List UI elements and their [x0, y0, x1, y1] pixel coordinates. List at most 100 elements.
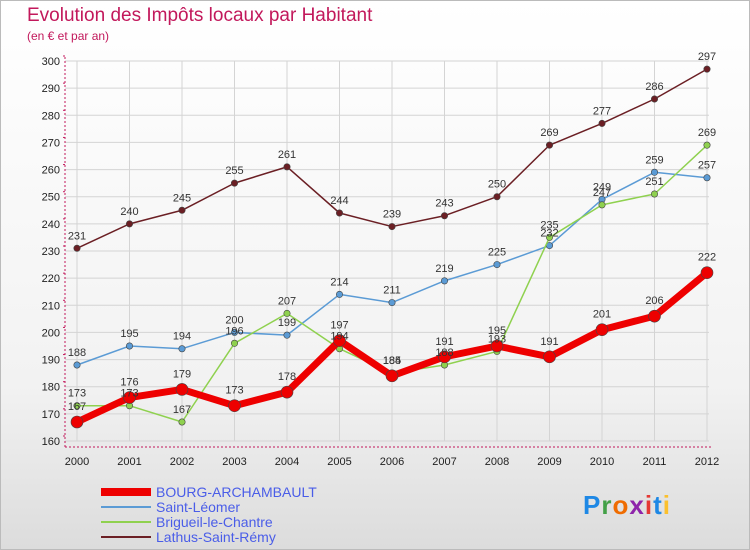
data-label: 179 — [173, 368, 191, 380]
data-point — [335, 290, 343, 298]
data-label: 176 — [120, 377, 138, 389]
data-label: 269 — [698, 127, 716, 139]
data-label: 250 — [488, 179, 506, 191]
x-tick-label: 2001 — [117, 456, 141, 468]
legend-swatch — [101, 488, 151, 496]
data-label: 188 — [435, 347, 453, 359]
data-point — [178, 345, 186, 353]
x-tick-label: 2011 — [643, 456, 667, 468]
x-tick-label: 2003 — [222, 456, 246, 468]
data-label: 195 — [488, 325, 506, 337]
data-label: 232 — [540, 228, 558, 240]
data-point — [73, 244, 81, 252]
data-label: 178 — [278, 371, 296, 383]
data-label: 235 — [540, 219, 558, 231]
data-point — [283, 331, 291, 339]
data-label: 197 — [330, 320, 348, 332]
x-tick-label: 2012 — [695, 456, 719, 468]
data-point — [650, 95, 658, 103]
data-label: 167 — [173, 404, 191, 416]
data-point — [388, 299, 396, 307]
legend-label: Brigueil-le-Chantre — [156, 514, 273, 530]
data-label: 222 — [698, 252, 716, 264]
data-point — [703, 65, 711, 73]
x-tick-label: 2002 — [170, 456, 194, 468]
data-label: 184 — [383, 355, 401, 367]
legend-swatch — [101, 506, 151, 508]
data-label: 206 — [645, 295, 663, 307]
chart-title: Evolution des Impôts locaux par Habitant — [27, 5, 373, 26]
data-point — [440, 212, 448, 220]
x-tick-label: 2010 — [590, 456, 614, 468]
data-label: 211 — [383, 285, 401, 297]
data-point — [283, 309, 291, 317]
x-tick-label: 2008 — [485, 456, 509, 468]
axes: 160 170 180 190 200 210 220 230 240 250 260 270 280 2… — [42, 55, 719, 468]
x-tick-label: 2004 — [275, 456, 299, 468]
y-tick-label: 230 — [42, 246, 60, 258]
data-point — [493, 193, 501, 201]
data-point — [385, 369, 399, 383]
grid-lines — [65, 60, 709, 442]
data-label: 191 — [540, 336, 558, 348]
data-label: 196 — [225, 325, 243, 337]
data-point — [703, 141, 711, 149]
y-tick-label: 260 — [42, 165, 60, 177]
data-label: 200 — [225, 314, 243, 326]
data-label: 167 — [68, 401, 86, 413]
data-label: 191 — [435, 336, 453, 348]
data-point — [493, 261, 501, 269]
data-point — [73, 361, 81, 369]
data-label: 247 — [593, 187, 611, 199]
data-point — [650, 168, 658, 176]
data-point — [595, 323, 609, 337]
data-label: 201 — [593, 309, 611, 321]
logo-letter: r — [601, 490, 613, 520]
data-point — [231, 339, 239, 347]
data-label: 240 — [120, 206, 138, 218]
data-label: 297 — [698, 51, 716, 63]
logo-letter: i — [662, 490, 671, 520]
y-tick-label: 280 — [42, 110, 60, 122]
data-point — [703, 174, 711, 182]
data-point — [335, 209, 343, 217]
data-point — [231, 179, 239, 187]
data-point — [73, 402, 81, 410]
data-label: 225 — [488, 247, 506, 259]
data-point — [438, 350, 451, 364]
data-label: 173 — [68, 388, 86, 400]
data-label: 239 — [383, 209, 401, 221]
data-point — [70, 415, 84, 429]
data-label: 173 — [225, 385, 243, 397]
data-point — [333, 334, 346, 347]
y-tick-label: 190 — [42, 355, 60, 367]
data-label: 277 — [593, 105, 611, 117]
data-labels: 231 240 245 255 261 244 239 243 250 269 277 286 297 1… — [68, 51, 716, 416]
data-point — [598, 119, 606, 127]
data-label: 255 — [225, 165, 243, 177]
logo-letter: i — [644, 490, 654, 520]
data-label: 173 — [120, 388, 138, 400]
data-label: 195 — [120, 328, 138, 340]
logo-letter: t — [653, 490, 663, 520]
data-label: 207 — [278, 295, 296, 307]
data-label: 231 — [68, 230, 86, 242]
x-tick-label: 2000 — [65, 456, 89, 468]
logo-letter: x — [629, 490, 645, 520]
data-point — [545, 141, 553, 149]
data-point — [175, 383, 189, 396]
data-label: 194 — [330, 331, 348, 343]
data-point — [280, 385, 294, 399]
y-tick-label: 170 — [42, 409, 60, 421]
x-tick-label: 2007 — [432, 456, 456, 468]
y-tick-label: 180 — [42, 382, 60, 394]
series-layer — [70, 65, 714, 429]
data-point — [650, 190, 658, 198]
y-tick-label: 210 — [42, 300, 60, 312]
data-point — [648, 309, 661, 323]
data-point — [126, 342, 134, 350]
legend-swatch — [101, 521, 151, 523]
data-label: 214 — [330, 276, 348, 288]
y-tick-label: 270 — [42, 137, 60, 149]
